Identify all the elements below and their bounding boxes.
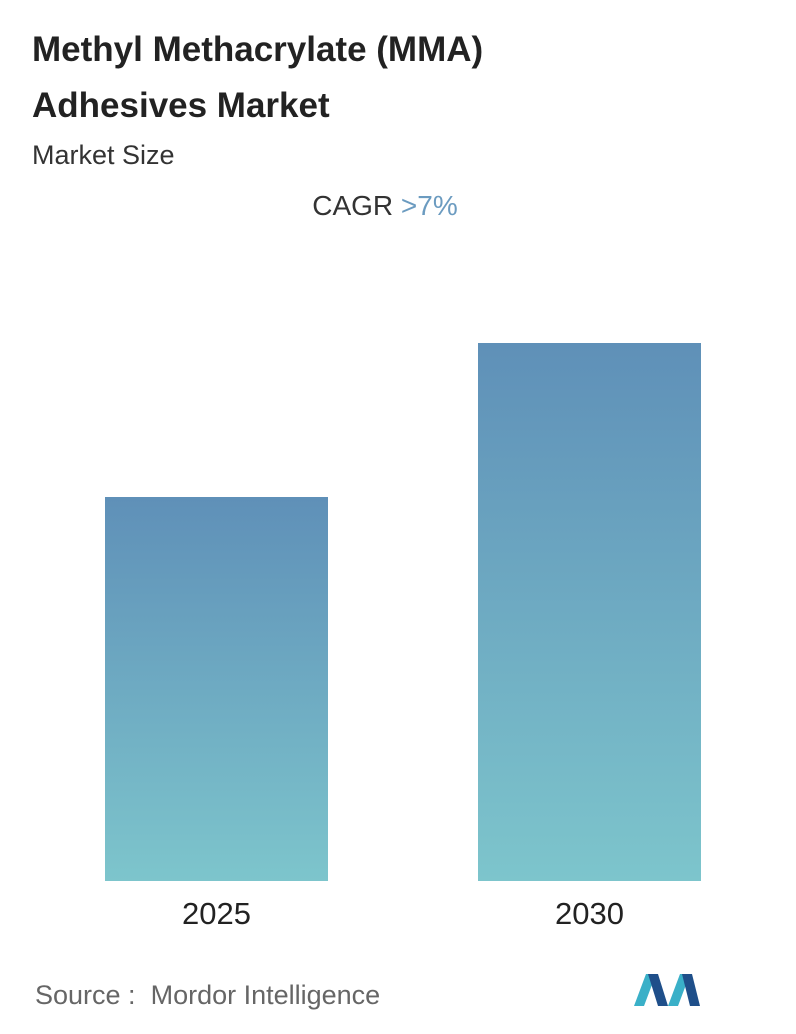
x-tick-label: 2030 [555, 896, 624, 931]
cagr-value: >7% [400, 190, 458, 221]
cagr-label: CAGR [312, 190, 394, 221]
source-name: Mordor Intelligence [150, 980, 381, 1010]
source: Source : Mordor Intelligence [35, 980, 380, 1011]
logo [634, 974, 700, 1006]
bar [478, 343, 701, 881]
cagr: CAGR >7% [0, 190, 770, 222]
x-tick-label: 2025 [182, 896, 251, 931]
bar [105, 496, 328, 881]
source-label: Source : [35, 980, 136, 1010]
chart-title: Methyl Methacrylate (MMA) Adhesives Mark… [32, 30, 484, 125]
chart-subtitle: Market Size [32, 140, 175, 170]
